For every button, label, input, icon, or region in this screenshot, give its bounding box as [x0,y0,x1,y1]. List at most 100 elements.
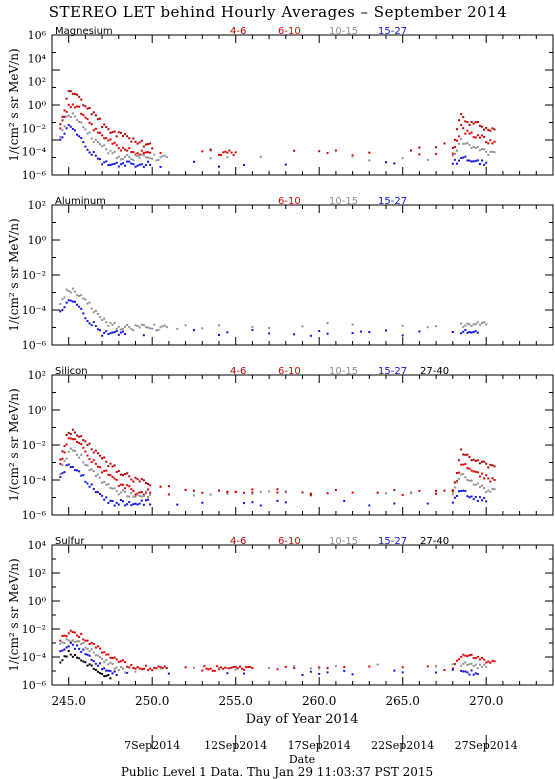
data-point [63,655,66,658]
data-point [144,491,147,494]
data-point [476,145,479,148]
data-point [368,159,371,162]
data-point [476,667,479,670]
data-point [59,462,62,465]
legend-15-27: 15-27 [378,536,407,547]
data-point [105,659,108,662]
data-point [69,466,72,469]
data-point [435,153,438,156]
legend-15-27: 15-27 [378,196,407,207]
y-tick-label: 10⁴ [28,52,47,65]
data-point [464,328,467,331]
data-point [157,665,160,668]
data-point [136,152,139,155]
data-point [107,128,110,131]
data-point [96,670,99,673]
data-point [59,661,62,664]
data-point [80,659,83,662]
data-point [105,160,108,163]
data-point [458,658,461,661]
data-point [368,151,371,154]
data-point [466,467,469,470]
data-point [134,165,137,168]
series-4-6 [59,428,496,495]
data-point [124,325,127,328]
data-point [165,156,168,159]
data-point [130,488,133,491]
data-point [82,312,85,315]
data-point [485,500,488,503]
data-point [138,502,141,505]
y-tick-label: 10⁻⁶ [22,679,47,692]
data-point [493,488,496,491]
legend-10-15: 10-15 [329,26,358,37]
data-point [224,150,227,153]
data-point [101,319,104,322]
data-point [73,92,76,95]
legend-4-6: 4-6 [230,26,246,37]
data-point [491,477,494,480]
data-point [78,294,81,297]
data-point [82,104,85,107]
data-point [149,327,152,330]
data-point [111,465,114,468]
data-point [76,634,79,637]
data-point [61,298,64,301]
data-point [109,677,112,680]
data-point [65,110,68,113]
data-point [176,503,179,506]
data-point [115,501,118,504]
data-point [103,498,106,501]
series-4-6 [59,90,496,154]
data-point [453,158,456,161]
data-point [107,164,110,167]
data-point [113,464,116,467]
y-tick-label: 10⁻⁴ [22,304,47,317]
data-point [94,491,97,494]
data-point [73,631,76,634]
data-point [466,159,469,162]
data-point [220,154,223,157]
data-point [351,491,354,494]
data-point [101,457,104,460]
data-point [140,490,143,493]
data-point [109,499,112,502]
data-point [468,159,471,162]
data-point [107,324,110,327]
data-point [234,151,237,154]
data-point [96,664,99,667]
data-point [293,666,296,669]
series-6-10 [59,437,496,497]
data-point [61,308,64,311]
data-point [132,163,135,166]
data-point [90,664,93,667]
data-point [128,155,131,158]
data-point [466,121,469,124]
data-point [69,125,72,128]
data-point [99,454,102,457]
y-tick-label: 10⁰ [28,595,47,608]
data-point [82,660,85,663]
data-point [80,650,83,653]
data-point [251,491,254,494]
data-point [61,457,64,460]
data-point [113,504,116,507]
data-point [69,432,72,435]
data-point [94,114,97,117]
y-axis-label: 1/(cm² s sr MeV/n) [7,218,21,331]
data-point [69,640,72,643]
data-point [69,90,72,93]
data-point [96,465,99,468]
data-point [493,128,496,131]
data-point [119,328,122,331]
data-point [213,669,216,672]
data-point [153,666,156,669]
data-point [226,151,229,154]
data-point [460,448,463,451]
data-point [71,643,74,646]
data-point [82,297,85,300]
data-point [476,499,479,502]
data-point [318,667,321,670]
data-point [63,471,66,474]
data-point [464,463,467,466]
